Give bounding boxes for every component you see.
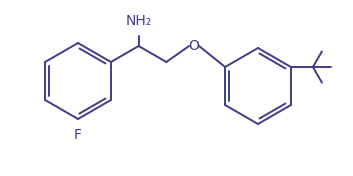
Text: F: F xyxy=(74,128,82,142)
Text: O: O xyxy=(189,39,199,53)
Text: NH₂: NH₂ xyxy=(126,14,152,28)
